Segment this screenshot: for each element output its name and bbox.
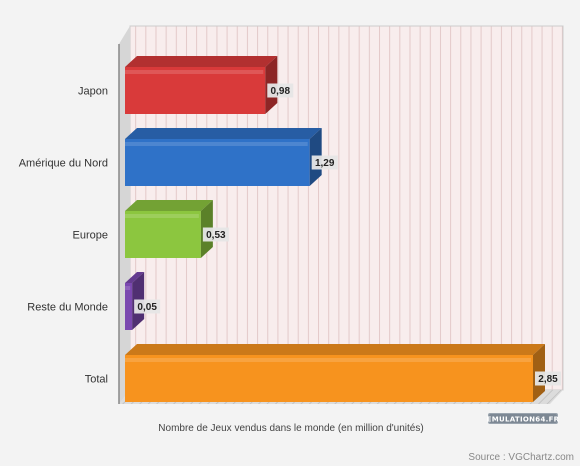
bar-amerique-du-nord	[125, 128, 322, 186]
svg-text:0,05: 0,05	[137, 302, 157, 313]
bar-japon	[125, 56, 278, 114]
svg-text:1,29: 1,29	[315, 158, 335, 169]
svg-text:0,53: 0,53	[206, 230, 226, 241]
x-axis-title: Nombre de Jeux vendus dans le monde (en …	[158, 423, 423, 434]
svg-text:2,85: 2,85	[538, 374, 558, 385]
category-label-japon: Japon	[78, 86, 108, 98]
value-label-japon: 0,98	[267, 83, 294, 98]
category-label-reste-du-monde: Reste du Monde	[27, 302, 108, 314]
value-label-europe: 0,53	[202, 227, 229, 242]
value-label-reste-du-monde: 0,05	[134, 299, 161, 314]
svg-text:EMULATION64.FR: EMULATION64.FR	[487, 416, 560, 424]
category-label-amerique-du-nord: Amérique du Nord	[19, 158, 108, 170]
emulation64-logo: EMULATION64.FR	[487, 413, 560, 424]
value-label-total: 2,85	[535, 371, 561, 386]
category-label-europe: Europe	[73, 230, 108, 242]
source-text: Source : VGChartz.com	[468, 452, 574, 463]
bar-europe	[125, 200, 213, 258]
bars-layer: Japon 0,98 Amérique du Nord 1,29 Europe 0,53 R…	[19, 56, 561, 402]
svg-text:0,98: 0,98	[271, 86, 291, 97]
value-label-amerique-du-nord: 1,29	[311, 155, 338, 170]
category-label-total: Total	[85, 374, 108, 386]
bar-total	[125, 344, 545, 402]
